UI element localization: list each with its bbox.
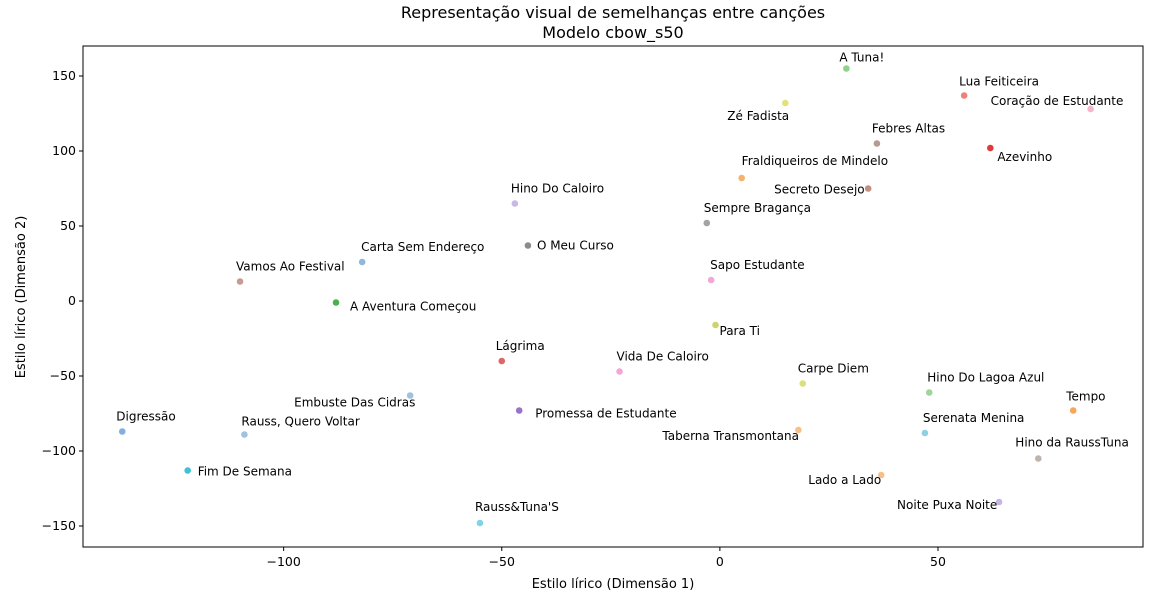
point-label: Taberna Transmontana: [661, 429, 799, 443]
chart-title: Representação visual de semelhanças entr…: [401, 3, 825, 22]
y-tick-label: 100: [52, 143, 76, 158]
data-point: [332, 298, 340, 307]
point-label: Para Ti: [720, 324, 760, 338]
plot-area: [82, 45, 1144, 548]
data-point: [711, 321, 720, 329]
point-label: Sapo Estudante: [710, 258, 805, 272]
point-label: Hino da RaussTuna: [1015, 436, 1129, 450]
point-label: Fraldiqueiros de Mindelo: [742, 154, 888, 168]
point-label: Azevinho: [997, 150, 1052, 164]
data-point: [842, 64, 851, 73]
point-label: Lua Feiticeira: [959, 75, 1039, 89]
point-label: Secreto Desejo: [774, 183, 864, 197]
point-label: Serenata Menina: [923, 411, 1025, 425]
data-point: [995, 498, 1003, 506]
x-tick-label: −100: [266, 554, 300, 569]
point-label: Noite Puxa Noite: [897, 498, 997, 512]
data-point: [118, 427, 127, 436]
data-point: [707, 276, 716, 284]
data-point: [183, 466, 192, 475]
data-point: [524, 241, 532, 250]
y-tick-label: 0: [68, 293, 76, 308]
point-label: Tempo: [1065, 390, 1105, 404]
data-point: [702, 219, 711, 227]
point-label: Hino Do Lagoa Azul: [927, 371, 1044, 385]
x-tick-label: 0: [716, 554, 724, 569]
data-point: [794, 426, 803, 434]
data-point: [781, 99, 790, 107]
data-point: [358, 258, 367, 266]
point-label: Rauss, Quero Voltar: [241, 415, 359, 429]
data-point: [236, 277, 244, 286]
point-label: Carpe Diem: [798, 362, 869, 376]
data-point: [240, 430, 249, 439]
point-label: Digressão: [116, 410, 175, 424]
point-label: Febres Altas: [872, 122, 945, 136]
y-tick-label: 150: [52, 68, 76, 83]
data-points: [118, 64, 1095, 527]
point-label: Hino Do Caloiro: [511, 182, 604, 196]
point-label: Lado a Lado: [808, 473, 881, 487]
point-label: Zé Fadista: [727, 109, 789, 123]
point-label: A Tuna!: [839, 51, 884, 65]
x-tick-label: −50: [489, 554, 515, 569]
point-label: Carta Sem Endereço: [361, 240, 484, 254]
x-axis-label: Estilo lírico (Dimensão 1): [532, 577, 695, 592]
y-tick-label: −50: [50, 368, 76, 383]
data-point: [960, 91, 969, 100]
point-label: Embuste Das Cidras: [294, 396, 415, 410]
data-point: [1034, 454, 1043, 463]
data-point: [877, 471, 886, 479]
data-point: [1086, 105, 1095, 113]
data-point: [497, 357, 506, 365]
point-label: Vida De Caloiro: [617, 350, 709, 364]
y-axis-label: Estilo lírico (Dimensão 2): [14, 216, 29, 379]
point-label: O Meu Curso: [537, 239, 614, 253]
data-point: [920, 429, 929, 437]
data-point: [873, 139, 881, 148]
axis-ticks: −100 −50 0 50 −150 −100 −50 0 50 100 150: [42, 68, 946, 569]
y-tick-label: −100: [42, 443, 76, 458]
data-point: [510, 199, 519, 208]
point-labels: A Tuna! Lua Feiticeira Zé Fadista Coração d…: [116, 51, 1129, 515]
y-tick-label: −150: [42, 518, 76, 533]
chart-subtitle: Modelo cbow_s50: [542, 23, 683, 43]
data-point: [925, 388, 934, 397]
point-label: Vamos Ao Festival: [236, 260, 345, 274]
point-label: Fim De Semana: [198, 465, 292, 479]
point-label: Lágrima: [496, 339, 545, 353]
x-tick-label: 50: [930, 554, 946, 569]
data-point: [476, 519, 484, 527]
data-point: [406, 391, 415, 400]
point-label: Promessa de Estudante: [535, 407, 676, 421]
point-label: Sempre Bragança: [704, 201, 811, 215]
point-label: A Aventura Começou: [350, 300, 476, 314]
y-tick-label: 50: [60, 218, 76, 233]
data-point: [737, 174, 746, 182]
data-point: [864, 184, 873, 193]
data-point: [1069, 406, 1078, 415]
data-point: [798, 379, 807, 388]
point-label: Rauss&Tuna'S: [475, 500, 559, 514]
data-point: [615, 367, 624, 376]
point-label: Coração de Estudante: [991, 94, 1124, 108]
data-point: [515, 406, 524, 415]
data-point: [986, 144, 995, 152]
